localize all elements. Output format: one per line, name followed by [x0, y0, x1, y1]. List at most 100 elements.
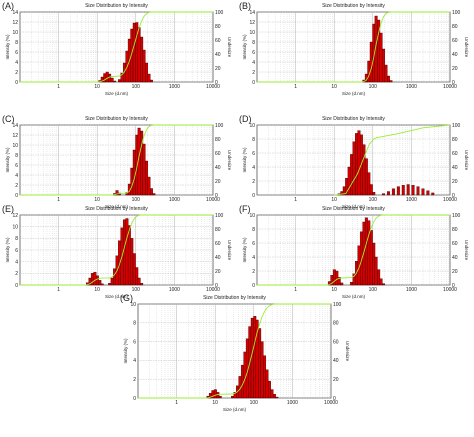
bar — [272, 394, 276, 399]
y2-tick-label: 40 — [452, 52, 458, 58]
bar — [132, 22, 136, 83]
x-axis-label: Size (d.nm) — [342, 204, 366, 209]
y2-tick-label: 80 — [452, 137, 458, 143]
y-tick-label: 4 — [252, 60, 255, 66]
y2-axis-label: Undersize — [227, 240, 232, 261]
y2-tick-label: 20 — [452, 66, 458, 72]
y2-tick-label: 100 — [452, 123, 461, 129]
x-tick-label: 10000 — [206, 84, 220, 90]
chart-title: Size Distribution by Intensity — [85, 116, 148, 122]
y-axis-label: Intensity (%) — [5, 147, 10, 173]
panel-label: (B) — [239, 1, 251, 11]
chart-title: Size Distribution by Intensity — [85, 3, 148, 9]
y2-tick-label: 60 — [452, 241, 458, 247]
bar — [118, 79, 121, 83]
cumulative-line — [257, 214, 450, 286]
y2-tick-label: 80 — [215, 227, 221, 233]
x-axis-label: Size (d.nm) — [105, 294, 129, 299]
x-tick-label: 10000 — [443, 84, 457, 90]
y-tick-label: 6 — [15, 163, 18, 169]
bar — [364, 217, 368, 286]
y-tick-label: 2 — [252, 70, 255, 76]
plot-area — [137, 303, 332, 399]
x-axis-label: Size (d.nm) — [223, 407, 247, 412]
y2-tick-label: 80 — [215, 137, 221, 143]
x-tick-label: 1000 — [406, 84, 417, 90]
y-tick-label: 4 — [252, 255, 255, 261]
y-axis-label: Intensity (%) — [5, 34, 10, 60]
bar-series-1 — [86, 271, 104, 286]
y-tick-label: 2 — [252, 269, 255, 275]
bar — [369, 184, 373, 196]
bar — [411, 185, 415, 196]
plot-area — [256, 11, 451, 83]
cumulative-line — [257, 11, 450, 83]
bar — [265, 369, 269, 399]
y-tick-label: 4 — [252, 165, 255, 171]
x-tick-label: 10 — [94, 197, 100, 203]
y-tick-label: 8 — [15, 153, 18, 159]
bar — [391, 188, 395, 196]
y2-tick-label: 0 — [333, 396, 336, 402]
y2-tick-label: 20 — [215, 179, 221, 185]
x-tick-label: 10000 — [443, 197, 457, 203]
bar — [253, 316, 257, 399]
bar — [387, 191, 390, 196]
y2-tick-label: 60 — [215, 241, 221, 247]
bar — [113, 80, 117, 83]
bar — [372, 192, 376, 196]
y-tick-label: 14 — [12, 123, 18, 129]
y-tick-label: 12 — [12, 20, 18, 26]
x-tick-label: 1 — [175, 400, 178, 406]
x-tick-label: 10 — [331, 197, 337, 203]
x-tick-label: 10 — [331, 84, 337, 90]
y-tick-label: 6 — [252, 241, 255, 247]
y-tick-label: 2 — [252, 179, 255, 185]
y-tick-label: 6 — [252, 151, 255, 157]
y2-tick-label: 20 — [215, 269, 221, 275]
y-tick-label: 10 — [12, 224, 18, 230]
bar-series-1 — [362, 15, 393, 83]
bar — [243, 351, 247, 399]
bar — [270, 389, 274, 399]
cumulative-line — [20, 124, 213, 196]
panel-label: (A) — [2, 1, 14, 11]
y2-tick-label: 100 — [215, 10, 224, 16]
bar — [115, 190, 119, 196]
bar — [140, 283, 144, 286]
y-tick-label: 10 — [130, 302, 136, 308]
bar — [382, 193, 386, 196]
cumulative-line — [20, 214, 213, 286]
y2-tick-label: 40 — [333, 358, 339, 364]
bar — [110, 277, 114, 286]
y-tick-label: 0 — [252, 283, 255, 289]
y2-tick-label: 60 — [452, 38, 458, 44]
y2-tick-label: 40 — [215, 165, 221, 171]
y-tick-label: 12 — [12, 213, 18, 219]
bar — [364, 158, 368, 196]
bar — [367, 220, 371, 286]
chart-title: Size Distribution by Intensity — [85, 206, 148, 212]
bar — [231, 395, 235, 399]
x-tick-label: 10 — [212, 400, 218, 406]
bar — [382, 283, 386, 286]
bar — [350, 154, 354, 196]
bar — [113, 268, 117, 286]
bar-series-2 — [125, 127, 156, 196]
bar — [396, 186, 400, 196]
y2-tick-label: 100 — [452, 10, 461, 16]
bar — [150, 188, 153, 196]
panel-label: (E) — [2, 204, 14, 214]
bar — [350, 282, 354, 286]
y-tick-label: 2 — [15, 271, 18, 277]
y-axis-label: Intensity (%) — [5, 237, 10, 263]
y2-tick-label: 60 — [215, 151, 221, 157]
bar — [369, 230, 373, 286]
bar — [140, 36, 144, 83]
